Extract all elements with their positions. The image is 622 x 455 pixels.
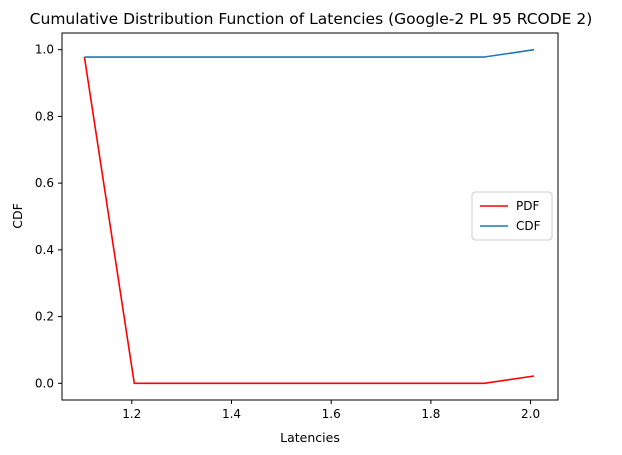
x-axis-label: Latencies (280, 430, 340, 445)
plot-area-frame (61, 32, 559, 401)
legend: PDF CDF (471, 191, 553, 241)
y-tick-label: 0.4 (35, 243, 54, 257)
x-tick-label: 1.6 (322, 407, 341, 421)
y-axis-label: CDF (10, 203, 25, 229)
y-axis: 0.0 0.2 0.4 0.6 0.8 1.0 (35, 43, 62, 390)
x-tick-label: 1.4 (222, 407, 241, 421)
y-tick-label: 0.8 (35, 109, 54, 123)
series-line-pdf (83, 56, 535, 385)
x-tick-label: 1.8 (421, 407, 440, 421)
y-tick-label: 0.2 (35, 310, 54, 324)
series-lines (83, 48, 535, 385)
legend-box (471, 191, 553, 241)
y-tick-label: 0.6 (35, 176, 54, 190)
legend-label-pdf: PDF (516, 199, 539, 213)
legend-label-cdf: CDF (516, 219, 541, 233)
chart-title: Cumulative Distribution Function of Late… (30, 10, 593, 28)
series-line-cdf (84, 48, 535, 58)
x-tick-label: 1.2 (122, 407, 141, 421)
x-axis: 1.2 1.4 1.6 1.8 2.0 (122, 400, 540, 421)
x-tick-label: 2.0 (521, 407, 540, 421)
y-tick-label: 1.0 (35, 43, 54, 57)
y-tick-label: 0.0 (35, 376, 54, 390)
